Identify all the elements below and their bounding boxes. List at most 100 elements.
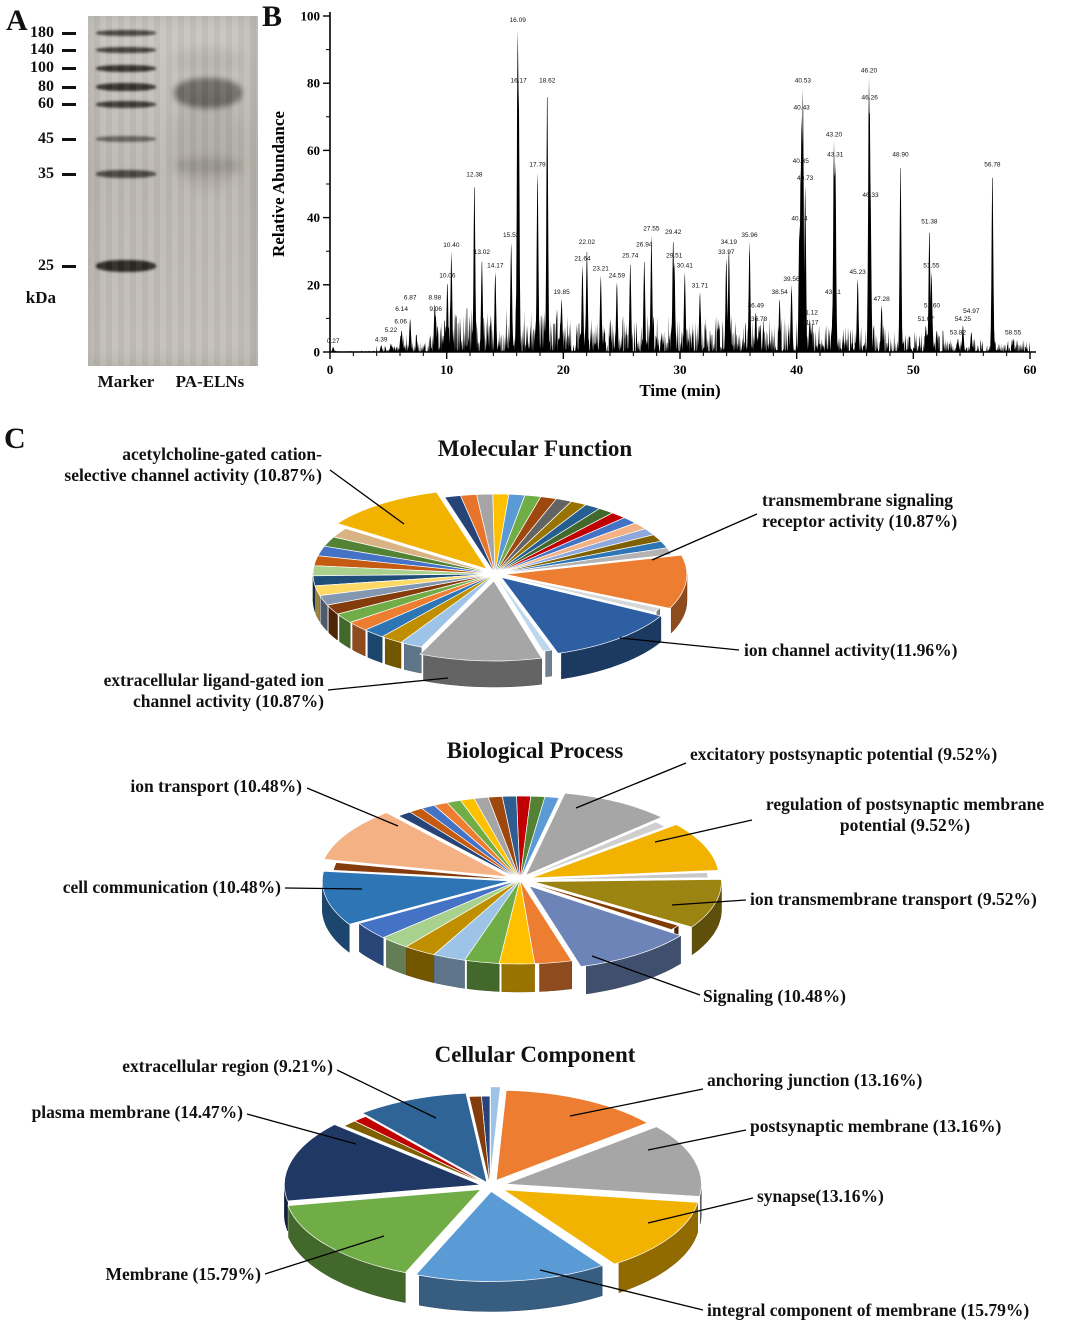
peak-label-51.60: 51.60 xyxy=(924,303,941,310)
pie-slice-synapse xyxy=(502,1189,699,1265)
peak-label-33.97: 33.97 xyxy=(718,249,735,256)
peak-label-47.28: 47.28 xyxy=(873,296,890,303)
slice-label-extracellular-ligand-gated-ion: extracellular ligand-gated ion channel ac… xyxy=(104,670,325,711)
x-tick-label: 10 xyxy=(440,362,453,377)
pie-slice-ion-transport xyxy=(323,812,509,878)
label-leader-line xyxy=(671,899,747,906)
peak-label-40.43: 40.43 xyxy=(794,104,811,111)
pie-slice xyxy=(343,1120,491,1187)
pie-slice-postsynaptic-membrane xyxy=(505,1126,702,1197)
y-axis-title: Relative Abundance xyxy=(269,111,288,257)
slice-label-ion-channel-activity-11-96: ion channel activity(11.96%) xyxy=(744,640,958,660)
marker-band xyxy=(96,64,156,72)
peak-label-51.38: 51.38 xyxy=(921,219,938,226)
peak-label-41.12: 41.12 xyxy=(802,309,819,316)
panel-label-a: A xyxy=(6,4,28,37)
label-leader-line xyxy=(647,1197,754,1224)
chromatogram-chart: 0 20 40 60 80 100 0 10 20 30 40 50 60 Relative Abunda… xyxy=(269,9,1037,401)
y-tick-label: 40 xyxy=(307,210,320,225)
peak-label-43.11: 43.11 xyxy=(825,289,841,296)
peak-label-51.07: 51.07 xyxy=(918,316,935,323)
pie-slice xyxy=(443,495,496,575)
label-leader-line xyxy=(575,762,687,809)
pie-chart-cellular-component: Cellular Component extracellular region … xyxy=(0,1040,1070,1322)
peak-label-14.17: 14.17 xyxy=(487,262,504,269)
label-leader-line xyxy=(264,1235,385,1275)
label-leader-line xyxy=(619,637,740,651)
slice-label-transmembrane-signaling: transmembrane signaling receptor activity… xyxy=(762,490,957,531)
ladder-label: 60 xyxy=(38,95,54,112)
pie-slice xyxy=(397,811,521,881)
peak-label-30.41: 30.41 xyxy=(677,262,694,269)
peak-label-16.17: 16.17 xyxy=(511,78,528,85)
slice-label-ion-transport-10-48: ion transport (10.48%) xyxy=(130,776,302,796)
ladder-mark-45: 45 xyxy=(0,130,78,148)
pie-slice-membrane xyxy=(287,1189,482,1273)
gel-lane-marker xyxy=(96,16,156,366)
pie-slice-acetylcholine-gated-cation-selective-channel-activity xyxy=(336,491,488,570)
peak-label-40.53: 40.53 xyxy=(795,78,812,85)
peak-label-40.73: 40.73 xyxy=(797,175,814,182)
lane-label-marker: Marker xyxy=(97,372,155,391)
sample-band xyxy=(174,93,242,189)
peak-label-26.94: 26.94 xyxy=(636,241,653,248)
x-tick-label: 50 xyxy=(907,362,920,377)
pie-slice-side xyxy=(539,960,572,992)
slice-label-plasma-membrane-14-47: plasma membrane (14.47%) xyxy=(32,1102,244,1122)
peak-label-13.02: 13.02 xyxy=(474,249,491,256)
marker-band xyxy=(96,47,156,53)
peak-label-43.20: 43.20 xyxy=(826,131,843,138)
pie-slice-transmembrane-signaling-receptor-activity xyxy=(504,554,688,609)
pie-slice-integral-component-of-membrane xyxy=(415,1191,604,1282)
marker-band xyxy=(96,136,156,142)
peak-label-15.53: 15.53 xyxy=(503,232,520,239)
ladder-mark-60: 60 xyxy=(0,95,78,113)
pie-slice xyxy=(332,862,521,881)
peak-label-54.25: 54.25 xyxy=(955,316,972,323)
panel-b: B 0 20 40 60 80 100 0 10 20 30 40 50 60 Relative Abun… xyxy=(260,0,1070,420)
label-leader-line xyxy=(306,787,399,827)
peak-label-18.62: 18.62 xyxy=(539,78,556,85)
gel-image xyxy=(88,16,258,366)
pie-slice-ion-transmembrane-transport xyxy=(533,879,722,928)
pie-slice-ion-channel-activity xyxy=(500,576,662,654)
ladder-mark-35: 35 xyxy=(0,165,78,183)
ladder-label: 80 xyxy=(38,78,54,95)
slice-label-postsynaptic-membrane-13-16: postsynaptic membrane (13.16%) xyxy=(750,1116,1001,1136)
peak-label-34.19: 34.19 xyxy=(721,239,738,246)
pie-title-biological-process: Biological Process xyxy=(446,738,624,763)
pie-slice-plasma-membrane xyxy=(284,1124,481,1202)
lane-label-sample: PA-ELNs xyxy=(175,372,245,391)
label-leader-line xyxy=(246,1113,357,1145)
peak-label-46.26: 46.26 xyxy=(862,94,879,101)
sample-band xyxy=(174,158,242,174)
peak-label-39.56: 39.56 xyxy=(783,276,800,283)
peak-label-46.33: 46.33 xyxy=(862,192,879,199)
label-leader-line xyxy=(569,1088,704,1117)
pie-slice xyxy=(490,1086,501,1177)
peak-label-6.87: 6.87 xyxy=(404,294,417,301)
y-tick-label: 80 xyxy=(307,76,320,91)
pie-slice xyxy=(519,872,709,881)
pie-slice xyxy=(494,573,661,613)
panel-label-c: C xyxy=(4,422,26,455)
peak-label-56.78: 56.78 xyxy=(984,162,1001,169)
y-tick-label: 0 xyxy=(314,345,321,360)
peak-label-22.02: 22.02 xyxy=(579,239,596,246)
label-leader-line xyxy=(329,469,405,525)
peak-label-9.06: 9.06 xyxy=(429,306,442,313)
pie-slice-excitatory-postsynaptic-potential xyxy=(525,792,663,876)
pie-slice-anchoring-junction xyxy=(495,1090,649,1181)
marker-band xyxy=(96,100,156,108)
label-leader-line xyxy=(327,677,449,691)
panel-a: A 180 140 100 80 60 45 35 25 kDa Marker PA-ELNs xyxy=(0,0,280,420)
peak-label-43.31: 43.31 xyxy=(827,151,844,158)
ladder-label: 100 xyxy=(30,59,54,76)
slice-label-signaling-10-48: Signaling (10.48%) xyxy=(703,986,846,1006)
pie-title-molecular-function: Molecular Function xyxy=(437,436,633,461)
peak-label-10.40: 10.40 xyxy=(443,242,460,249)
pie-slice-extracellular-region xyxy=(361,1092,488,1184)
ladder-mark-80: 80 xyxy=(0,78,78,96)
slice-label-extracellular-region-9-21: extracellular region (9.21%) xyxy=(122,1056,333,1076)
pie-slice xyxy=(494,573,553,652)
